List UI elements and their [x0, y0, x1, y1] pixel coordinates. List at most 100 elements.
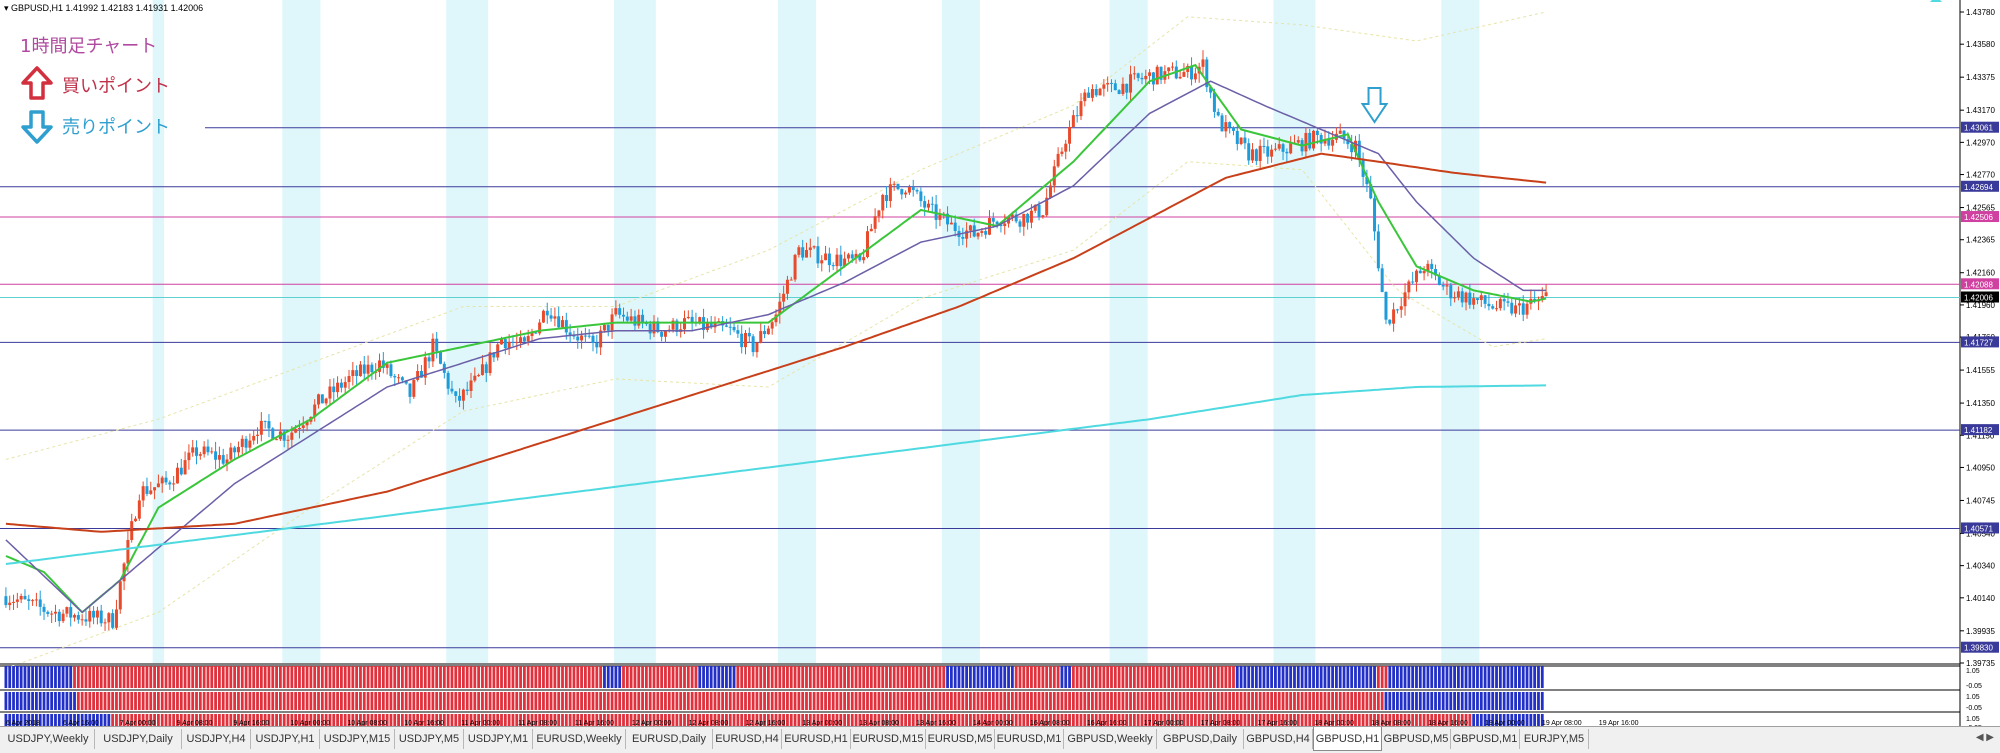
price-chart[interactable]: 1.43780 1.43580 1.43375 1.43170 1.42970 1.427…	[0, 0, 2000, 726]
candle-body-247	[946, 213, 950, 225]
candle-50	[195, 440, 199, 465]
y-tick-label-14: 1.40950	[1966, 463, 1995, 472]
candle-229	[877, 209, 881, 223]
candle-body-314	[1201, 59, 1205, 67]
candle-163	[625, 311, 629, 324]
price-label-3: 1.42088	[1964, 280, 1993, 289]
candle-body-276	[1056, 153, 1060, 167]
tab-eurusd-weekly[interactable]: EURUSD,Weekly	[533, 729, 626, 749]
x-tick-label-7: 10 Apr 16:00	[404, 720, 444, 726]
candle-body-251	[961, 236, 965, 239]
candle-body-258	[987, 218, 991, 235]
x-tick-label-23: 18 Apr 00:00	[1314, 720, 1354, 726]
candle-body-167	[641, 314, 645, 323]
indicator-y-label-2-1: -0.05	[1966, 725, 1982, 726]
candle-320	[1224, 115, 1228, 138]
candle-368	[1407, 279, 1411, 300]
candle-289	[1106, 76, 1110, 92]
candle-138	[530, 328, 534, 341]
tab-eurusd-daily[interactable]: EURUSD,Daily	[626, 729, 713, 749]
tab-gbpusd-h4[interactable]: GBPUSD,H4	[1244, 729, 1313, 749]
candle-29	[114, 599, 118, 630]
candle-273	[1045, 188, 1049, 217]
candle-body-9	[38, 599, 42, 607]
candle-342	[1308, 128, 1312, 151]
candle-381	[1456, 286, 1460, 301]
candle-252	[965, 222, 969, 248]
candle-336	[1285, 148, 1289, 162]
tab-usdjpy-h1[interactable]: USDJPY,H1	[251, 729, 320, 749]
tab-usdjpy-weekly[interactable]: USDJPY,Weekly	[2, 729, 95, 749]
tab-gbpusd-weekly[interactable]: GBPUSD,Weekly	[1064, 729, 1157, 749]
candle-body-128	[492, 352, 496, 358]
header-dropdown-icon[interactable]: ▾	[4, 3, 12, 13]
candle-373	[1426, 260, 1430, 277]
candle-214	[820, 255, 824, 272]
candle-24	[95, 606, 99, 625]
y-tick-label-6: 1.42565	[1966, 204, 1995, 213]
tab-gbpusd-daily[interactable]: GBPUSD,Daily	[1157, 729, 1244, 749]
candle-203	[778, 292, 782, 324]
candle-body-378	[1445, 285, 1449, 287]
indicator-y-label-1-1: -0.05	[1966, 705, 1982, 712]
candle-body-163	[625, 316, 629, 321]
candle-body-136	[522, 337, 526, 342]
candle-119	[458, 388, 462, 408]
tab-gbpusd-h1[interactable]: GBPUSD,H1	[1313, 727, 1382, 751]
candle-body-335	[1281, 144, 1285, 152]
candle-86	[332, 378, 336, 402]
tab-gbpusd-m1[interactable]: GBPUSD,M1	[1451, 729, 1520, 749]
session-band-4	[777, 0, 817, 663]
tab-usdjpy-daily[interactable]: USDJPY,Daily	[95, 729, 182, 749]
tab-eurusd-h1[interactable]: EURUSD,H1	[782, 729, 851, 749]
candle-body-302	[1155, 66, 1159, 85]
candle-body-123	[473, 375, 477, 381]
candle-18	[73, 613, 77, 622]
candle-body-7	[31, 600, 35, 602]
candle-283	[1083, 89, 1087, 107]
candle-body-147	[564, 320, 568, 333]
tab-scroll-arrows[interactable]: ◀ ▶	[1975, 732, 1994, 743]
tab-usdjpy-m1[interactable]: USDJPY,M1	[464, 729, 533, 749]
candle-58	[225, 454, 229, 472]
candle-36	[141, 481, 145, 508]
x-tick-label-9: 11 Apr 08:00	[518, 720, 557, 726]
price-label-1: 1.42694	[1964, 183, 1993, 192]
candle-body-182	[698, 317, 702, 324]
candle-body-79	[305, 421, 309, 426]
candle-body-219	[839, 254, 843, 267]
candle-body-320	[1224, 122, 1228, 132]
candle-87	[336, 376, 340, 398]
x-tick-label-27: 19 Apr 08:00	[1542, 720, 1582, 726]
candle-body-257	[984, 231, 988, 235]
candle-8	[34, 592, 38, 607]
candle-376	[1437, 272, 1441, 286]
tab-usdjpy-h4[interactable]: USDJPY,H4	[182, 729, 251, 749]
candle-357	[1365, 169, 1369, 193]
candle-body-44	[172, 483, 176, 485]
candle-331	[1266, 139, 1270, 164]
candle-body-15	[61, 613, 65, 622]
candle-body-194	[744, 332, 748, 348]
tab-gbpusd-m5[interactable]: GBPUSD,M5	[1382, 729, 1451, 749]
tab-usdjpy-m15[interactable]: USDJPY,M15	[320, 729, 395, 749]
candle-66	[256, 427, 260, 444]
candle-body-110	[423, 357, 427, 378]
candle-266	[1018, 219, 1022, 233]
candle-body-1	[8, 602, 12, 606]
y-tick-label-9: 1.41960	[1966, 301, 1995, 310]
tab-eurusd-m1[interactable]: EURUSD,M1	[995, 729, 1064, 749]
candle-299	[1144, 69, 1148, 85]
candle-body-399	[1525, 303, 1529, 315]
tab-eurusd-h4[interactable]: EURUSD,H4	[713, 729, 782, 749]
candle-body-157	[602, 324, 606, 331]
price-label-box-1	[1961, 180, 1999, 192]
candle-286	[1094, 84, 1098, 98]
tab-usdjpy-m5[interactable]: USDJPY,M5	[395, 729, 464, 749]
tab-eurusd-m15[interactable]: EURUSD,M15	[851, 729, 926, 749]
candle-body-385	[1472, 298, 1476, 305]
tab-eurjpy-m5[interactable]: EURJPY,M5	[1520, 729, 1589, 749]
candle-378	[1445, 279, 1449, 296]
candle-63	[244, 435, 248, 453]
tab-eurusd-m5[interactable]: EURUSD,M5	[926, 729, 995, 749]
